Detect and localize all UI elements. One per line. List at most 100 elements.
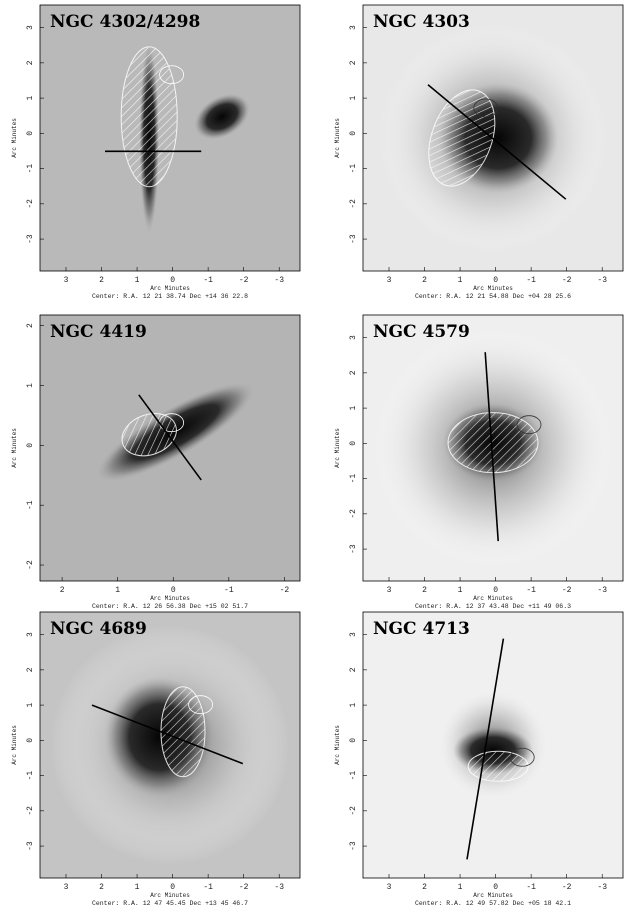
x-tick-label: 0 bbox=[170, 276, 175, 285]
y-tick-label: 3 bbox=[26, 25, 35, 30]
contour bbox=[120, 46, 178, 188]
major-axis bbox=[91, 704, 244, 765]
center-coordinates: Center: R.A. 12 26 56.38 Dec +15 02 51.7 bbox=[92, 603, 248, 610]
y-tick-label: -2 bbox=[349, 509, 358, 519]
y-tick-label: -2 bbox=[26, 199, 35, 209]
y-tick-label: 2 bbox=[349, 60, 358, 65]
y-tick-label: -3 bbox=[349, 841, 358, 851]
x-tick-label: 2 bbox=[422, 276, 427, 285]
contour bbox=[516, 415, 542, 435]
x-tick-label: -1 bbox=[224, 586, 234, 595]
y-tick-label: -3 bbox=[349, 234, 358, 244]
y-tick-label: -1 bbox=[26, 771, 35, 781]
x-tick-label: 2 bbox=[422, 586, 427, 595]
x-axis-label: Arc Minutes bbox=[473, 285, 513, 292]
x-tick-label: -3 bbox=[597, 586, 607, 595]
x-tick-label: -3 bbox=[597, 276, 607, 285]
major-axis bbox=[466, 638, 505, 860]
y-axis-label: Arc Minutes bbox=[11, 428, 18, 468]
contour bbox=[509, 747, 535, 767]
y-tick-label: -2 bbox=[26, 560, 35, 570]
galaxy bbox=[194, 93, 250, 140]
y-tick-label: 2 bbox=[26, 323, 35, 328]
x-tick-label: 1 bbox=[458, 883, 463, 892]
panel-title: NGC 4303 bbox=[373, 12, 470, 32]
center-coordinates: Center: R.A. 12 21 54.88 Dec +04 28 25.6 bbox=[415, 293, 571, 300]
y-tick-label: 3 bbox=[349, 25, 358, 30]
y-tick-label: -2 bbox=[349, 199, 358, 209]
y-tick-label: -3 bbox=[26, 234, 35, 244]
contour bbox=[428, 89, 496, 187]
panel: NGC 4419 2 1 0 -1 -2 2 1 0 -1 -2 Arc Minutes Arc Min… bbox=[11, 314, 301, 610]
panel-title: NGC 4689 bbox=[50, 619, 147, 639]
x-tick-label: 3 bbox=[64, 276, 69, 285]
y-tick-label: 1 bbox=[26, 96, 35, 101]
contour bbox=[121, 413, 177, 457]
y-tick-label: 2 bbox=[349, 667, 358, 672]
x-axis-label: Arc Minutes bbox=[473, 892, 513, 899]
panel-title: NGC 4419 bbox=[50, 322, 147, 342]
y-tick-label: 3 bbox=[349, 335, 358, 340]
x-tick-label: -2 bbox=[562, 586, 572, 595]
x-tick-label: 0 bbox=[493, 276, 498, 285]
y-tick-label: 1 bbox=[349, 96, 358, 101]
x-tick-label: 1 bbox=[135, 276, 140, 285]
y-tick-label: 1 bbox=[349, 703, 358, 708]
y-tick-label: 0 bbox=[26, 131, 35, 136]
center-coordinates: Center: R.A. 12 49 57.82 Dec +05 18 42.1 bbox=[415, 900, 571, 907]
image bbox=[433, 638, 553, 860]
y-tick-label: -1 bbox=[26, 164, 35, 174]
image bbox=[373, 328, 613, 568]
y-tick-label: -3 bbox=[349, 544, 358, 554]
x-tick-label: -1 bbox=[526, 276, 536, 285]
x-axis-label: Arc Minutes bbox=[150, 285, 190, 292]
panel-title: NGC 4713 bbox=[373, 619, 470, 639]
x-tick-label: -2 bbox=[239, 276, 249, 285]
panel: NGC 4303 3 2 1 0 -1 -2 -3 3 2 1 0 -1 -2 -3 Arc Minutes A… bbox=[334, 4, 624, 300]
x-axis-label: Arc Minutes bbox=[473, 595, 513, 602]
center-coordinates: Center: R.A. 12 37 43.48 Dec +11 49 06.3 bbox=[415, 603, 571, 610]
panel-title: NGC 4579 bbox=[373, 322, 470, 342]
x-tick-label: 0 bbox=[170, 883, 175, 892]
x-tick-label: -2 bbox=[562, 883, 572, 892]
y-tick-label: -1 bbox=[349, 164, 358, 174]
y-tick-label: 0 bbox=[26, 443, 35, 448]
panel: NGC 4689 3 2 1 0 -1 -2 -3 3 2 1 0 -1 -2 -3 Arc Minutes A… bbox=[11, 611, 301, 907]
x-tick-label: -3 bbox=[597, 883, 607, 892]
contour bbox=[188, 695, 214, 715]
panel: NGC 4713 3 2 1 0 -1 -2 -3 3 2 1 0 -1 -2 -3 Arc Minutes A… bbox=[334, 611, 624, 907]
x-tick-label: -1 bbox=[203, 276, 213, 285]
y-tick-label: 0 bbox=[349, 738, 358, 743]
x-tick-label: 2 bbox=[60, 586, 65, 595]
x-tick-label: -1 bbox=[526, 586, 536, 595]
y-axis-label: Arc Minutes bbox=[334, 428, 341, 468]
image bbox=[378, 23, 608, 253]
contour bbox=[160, 686, 206, 778]
x-tick-label: -3 bbox=[274, 883, 284, 892]
x-axis-label: Arc Minutes bbox=[150, 892, 190, 899]
y-tick-label: -3 bbox=[26, 841, 35, 851]
y-axis-label: Arc Minutes bbox=[334, 118, 341, 158]
x-axis-label: Arc Minutes bbox=[150, 595, 190, 602]
y-tick-label: 2 bbox=[26, 667, 35, 672]
x-tick-label: 2 bbox=[422, 883, 427, 892]
major-axis bbox=[484, 352, 499, 542]
x-tick-label: 3 bbox=[387, 276, 392, 285]
y-tick-label: 1 bbox=[26, 383, 35, 388]
y-tick-label: -1 bbox=[349, 474, 358, 484]
y-tick-label: 3 bbox=[26, 632, 35, 637]
x-tick-label: 1 bbox=[115, 586, 120, 595]
y-tick-label: -2 bbox=[26, 806, 35, 816]
y-axis-label: Arc Minutes bbox=[11, 725, 18, 765]
y-tick-label: 2 bbox=[349, 370, 358, 375]
x-tick-label: 0 bbox=[171, 586, 176, 595]
y-tick-label: 2 bbox=[26, 60, 35, 65]
x-tick-label: 3 bbox=[387, 883, 392, 892]
y-tick-label: 1 bbox=[26, 703, 35, 708]
x-tick-label: -1 bbox=[526, 883, 536, 892]
x-tick-label: 2 bbox=[99, 883, 104, 892]
x-tick-label: -2 bbox=[239, 883, 249, 892]
x-tick-label: -2 bbox=[562, 276, 572, 285]
